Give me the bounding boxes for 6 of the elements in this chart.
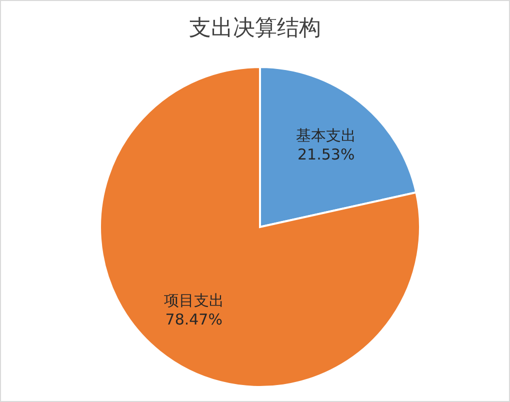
slice-label: 基本支出 <box>296 126 356 145</box>
chart-title: 支出决算结构 <box>188 15 322 43</box>
slice-label: 项目支出 <box>164 291 224 310</box>
data-label: 78.47% <box>165 310 222 328</box>
data-label: 21.53% <box>298 146 355 164</box>
pie-slice <box>99 66 421 388</box>
